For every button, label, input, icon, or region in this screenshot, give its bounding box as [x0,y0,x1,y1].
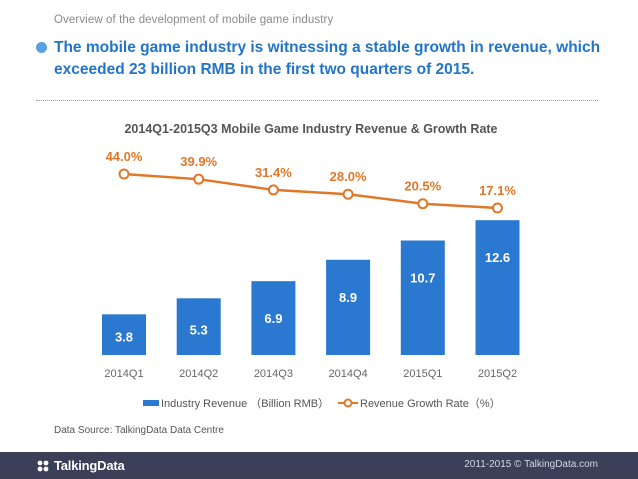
bar-2014Q4 [326,259,371,355]
bar-value-labels: 3.8 5.3 6.9 8.9 10.7 12.6 [115,250,510,345]
bar-2015Q1 [400,240,445,355]
page-caption: Overview of the development of mobile ga… [54,14,334,26]
growth-rate-point [342,188,354,200]
rate-labels: 44.0% 39.9% 31.4% 28.0% 20.5% 17.1% [106,149,517,198]
growth-rate-label: 44.0% [106,149,143,164]
logo-icon [37,460,49,471]
bar-2015Q2 [475,220,520,355]
line-series [118,168,503,214]
bar-value-label: 3.8 [115,330,133,345]
legend-bar-label: Industry Revenue （Billion RMB） [161,397,329,410]
bar-value-label: 8.9 [339,290,357,305]
bar-series [102,220,520,355]
bar-value-label: 5.3 [190,322,208,337]
x-tick-label: 2014Q4 [329,368,368,380]
headline: The mobile game industry is witnessing a… [54,37,614,81]
bar-value-label: 12.6 [485,250,510,265]
bar-value-label: 6.9 [264,311,282,326]
revenue-growth-chart: 2014Q1-2015Q3 Mobile Game Industry Reven… [102,122,520,410]
bullet-icon [36,42,47,53]
headline-line-1: The mobile game industry is witnessing a… [54,39,601,56]
x-axis-ticks: 2014Q1 2014Q2 2014Q3 2014Q4 2015Q1 2015Q2 [104,368,517,380]
x-tick-label: 2015Q1 [403,368,442,380]
headline-line-2: exceeded 23 billion RMB in the first two… [54,61,475,78]
growth-rate-point [267,184,279,196]
growth-rate-point [193,173,205,185]
growth-rate-label: 31.4% [255,165,292,180]
bar-2014Q3 [251,281,296,355]
data-source: Data Source: TalkingData Data Centre [54,425,224,436]
bar-2014Q1 [102,314,146,355]
legend-bar-swatch [143,400,159,406]
legend-line-marker [343,398,353,408]
growth-rate-label: 20.5% [404,179,441,194]
footer-bar: TalkingData 2011-2015 © TalkingData.com [0,452,638,479]
legend-line-label: Revenue Growth Rate（%） [360,397,501,410]
x-tick-label: 2014Q2 [179,368,218,380]
dotted-divider [36,100,598,101]
growth-rate-label: 28.0% [330,169,367,184]
x-tick-label: 2014Q1 [104,368,143,380]
growth-rate-point [492,202,503,214]
copyright: 2011-2015 © TalkingData.com [464,459,598,470]
chart-title: 2014Q1-2015Q3 Mobile Game Industry Reven… [124,122,497,136]
logo-text: TalkingData [54,458,125,473]
growth-rate-label: 17.1% [479,183,516,198]
growth-rate-point [118,168,130,180]
bar-2014Q2 [176,298,221,355]
x-tick-label: 2015Q2 [478,368,517,380]
legend: Industry Revenue （Billion RMB） Revenue G… [143,397,501,410]
bar-value-label: 10.7 [410,271,435,286]
growth-rate-line [123,172,498,210]
talkingdata-logo: TalkingData [36,458,125,473]
growth-rate-point [417,198,429,210]
growth-rate-label: 39.9% [180,154,217,169]
x-tick-label: 2014Q3 [254,368,293,380]
